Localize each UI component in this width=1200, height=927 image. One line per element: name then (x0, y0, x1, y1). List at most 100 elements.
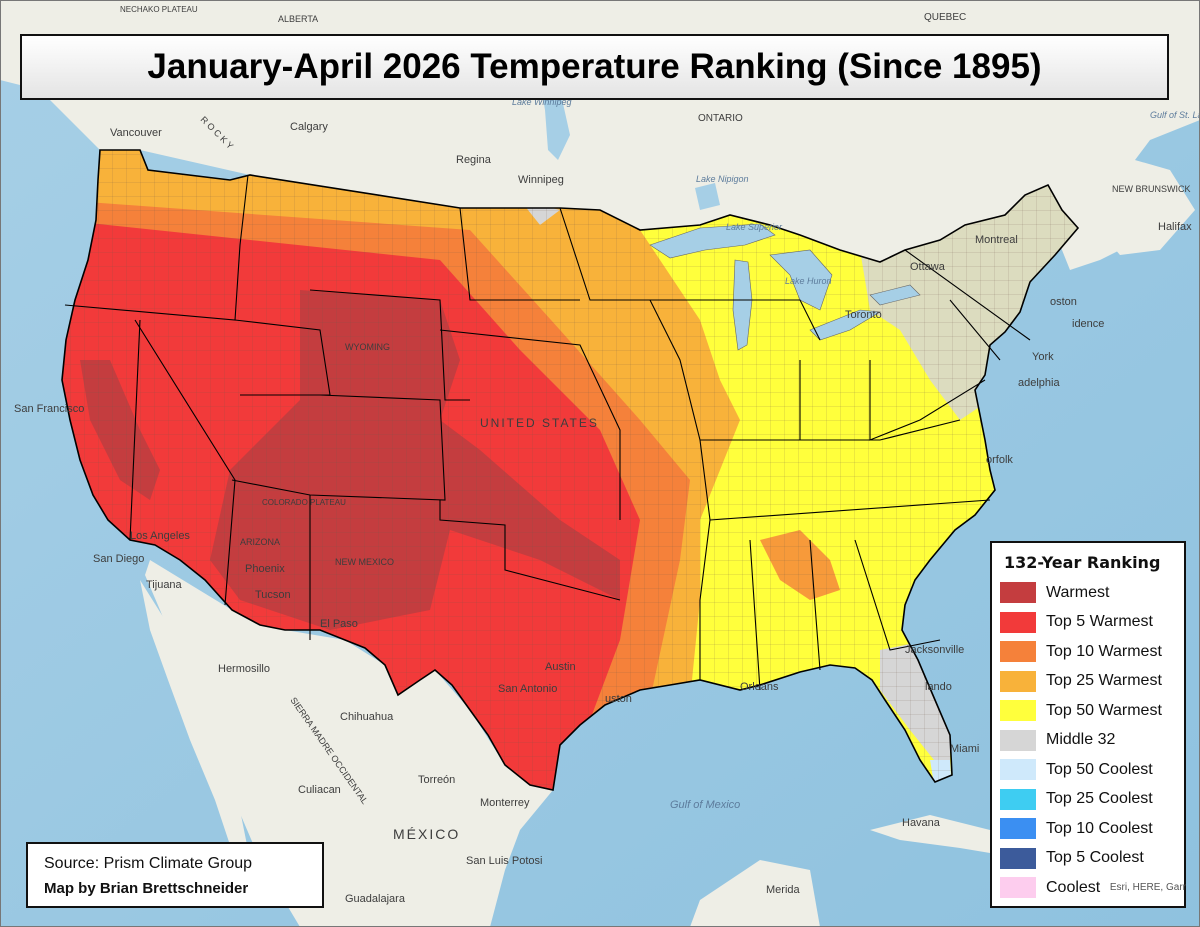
credit-text: Map by Brian Brettschneider (44, 880, 249, 897)
legend-label: Top 50 Warmest (1046, 701, 1162, 719)
place-label: MÉXICO (393, 826, 460, 842)
legend-item: Top 10 Coolest (1000, 814, 1184, 844)
lake-erie (809, 309, 881, 341)
yucatan-land (690, 860, 820, 927)
place-label: oston (1050, 296, 1077, 308)
legend-swatch (1000, 759, 1036, 781)
place-label: Tucson (255, 589, 291, 601)
place-label: UNITED STATES (480, 416, 599, 430)
place-label: Calgary (290, 121, 328, 133)
legend-swatch (1000, 582, 1036, 604)
place-label: Gulf of St. Lawrence (1150, 110, 1200, 120)
place-label: Lake Nipigon (696, 174, 749, 184)
map-title: January-April 2026 Temperature Ranking (… (20, 34, 1169, 100)
place-label: QUEBEC (924, 12, 966, 23)
baja-land (140, 580, 250, 860)
legend-swatch (1000, 729, 1036, 751)
legend-label: Top 5 Warmest (1046, 613, 1153, 631)
legend-list: Warmest Top 5 Warmest Top 10 Warmest Top 25… (1000, 578, 1184, 903)
legend-label: Top 25 Warmest (1046, 672, 1162, 690)
legend-label: Warmest (1046, 583, 1110, 601)
legend-label: Top 5 Coolest (1046, 849, 1144, 867)
lake-michigan (732, 259, 753, 351)
legend-item: Top 5 Warmest (1000, 608, 1184, 638)
place-label: Winnipeg (518, 174, 564, 186)
lake-superior (649, 223, 776, 259)
legend-label: Middle 32 (1046, 731, 1116, 749)
legend-label: Top 10 Coolest (1046, 819, 1153, 837)
place-label: San Antonio (498, 683, 557, 695)
place-label: Lake Huron (785, 276, 832, 286)
place-label: Halifax (1158, 221, 1192, 233)
place-label: ALBERTA (278, 14, 318, 24)
state-borders (64, 174, 1031, 691)
place-label: Los Angeles (130, 530, 190, 542)
source-box: Source: Prism Climate Group Map by Brian… (26, 842, 324, 908)
place-label: Vancouver (110, 127, 162, 139)
place-label: Guadalajara (345, 893, 406, 905)
place-label: Lake Superior (726, 222, 783, 232)
map-attribution: Esri, HERE, Garr (1109, 882, 1186, 893)
place-label: San Diego (93, 553, 144, 565)
place-label: Monterrey (480, 797, 530, 809)
place-label: Austin (545, 661, 576, 673)
legend-label: Top 25 Coolest (1046, 790, 1153, 808)
place-label: adelphia (1018, 377, 1060, 389)
place-label: Montreal (975, 234, 1018, 246)
legend-title: 132-Year Ranking (1004, 553, 1161, 572)
source-text: Source: Prism Climate Group (44, 855, 253, 872)
place-label: lando (925, 681, 952, 693)
maritimes-land (1090, 150, 1195, 255)
legend-swatch (1000, 818, 1036, 840)
place-label: NEW MEXICO (335, 557, 394, 567)
place-label: Phoenix (245, 563, 285, 575)
legend-swatch (1000, 641, 1036, 663)
place-label: Jacksonville (905, 644, 964, 656)
place-label: Toronto (845, 309, 882, 321)
legend-box: 132-Year Ranking Warmest Top 5 Warmest Top… (990, 541, 1186, 908)
legend-swatch (1000, 788, 1036, 810)
legend-swatch (1000, 670, 1036, 692)
legend-label: Coolest (1046, 878, 1101, 896)
legend-item: Top 25 Warmest (1000, 667, 1184, 697)
legend-item: Top 50 Warmest (1000, 696, 1184, 726)
place-label: San Luis Potosi (466, 855, 542, 867)
lake-nipigon (695, 183, 720, 210)
mexico-land (145, 560, 553, 927)
place-label: Tijuana (146, 579, 183, 591)
place-label: WYOMING (345, 342, 390, 352)
place-label: San Francisco (14, 403, 84, 415)
place-label: Ottawa (910, 261, 946, 273)
place-label: Regina (456, 154, 492, 166)
place-label: COLORADO PLATEAU (262, 498, 346, 507)
place-label: York (1032, 351, 1054, 363)
place-label: Miami (950, 743, 979, 755)
legend-swatch (1000, 877, 1036, 899)
legend-item: Top 25 Coolest (1000, 785, 1184, 815)
place-label: El Paso (320, 618, 358, 630)
legend-item: Top 50 Coolest (1000, 755, 1184, 785)
place-label: Lake Winnipeg (512, 97, 571, 107)
place-label: orfolk (986, 454, 1013, 466)
legend-item: Coolest (1000, 873, 1184, 903)
place-label: ONTARIO (698, 113, 743, 124)
place-label: NECHAKO PLATEAU (120, 5, 198, 14)
legend-label: Top 50 Coolest (1046, 760, 1153, 778)
place-label: Gulf of Mexico (670, 799, 740, 811)
lake-huron (769, 249, 833, 311)
place-label: Hermosillo (218, 663, 270, 675)
legend-swatch (1000, 611, 1036, 633)
place-label: ARIZONA (240, 537, 280, 547)
place-label: idence (1072, 318, 1104, 330)
legend-item: Middle 32 (1000, 726, 1184, 756)
place-label: NEW BRUNSWICK (1112, 184, 1191, 194)
place-label: Torreón (418, 774, 455, 786)
place-label: Chihuahua (340, 711, 394, 723)
legend-item: Warmest (1000, 578, 1184, 608)
lake-winnipeg (540, 80, 570, 160)
legend-swatch (1000, 847, 1036, 869)
place-label: Orleans (740, 681, 779, 693)
place-label: Merida (766, 884, 801, 896)
legend-item: Top 5 Coolest (1000, 844, 1184, 874)
